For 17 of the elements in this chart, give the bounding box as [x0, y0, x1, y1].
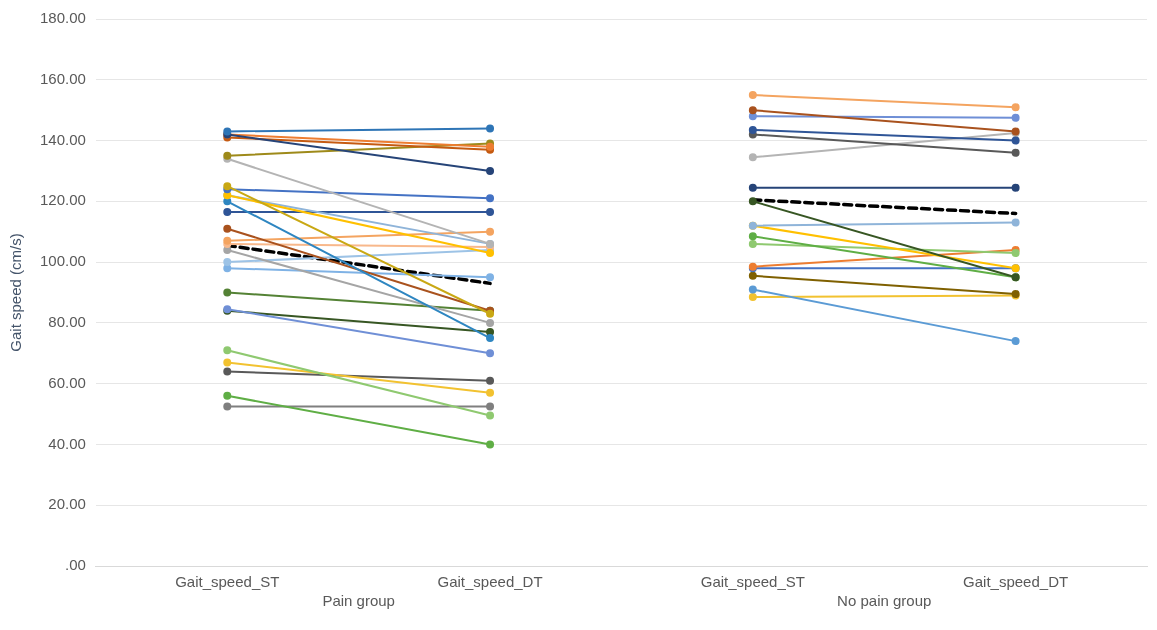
y-axis-title: Gait speed (cm/s) — [7, 233, 25, 352]
y-tick-label: 80.00 — [48, 313, 86, 331]
y-tick-label: 20.00 — [48, 495, 86, 513]
y-tick-label: 160.00 — [39, 69, 86, 87]
x-tick-label: Gait_speed_ST — [700, 573, 805, 591]
text: Pain group — [322, 591, 395, 609]
y-tick-label: 140.00 — [39, 130, 86, 148]
y-tick-label: 40.00 — [48, 434, 86, 452]
x-tick-label: Gait_speed_ST — [175, 573, 280, 591]
y-tick-label: .00 — [65, 556, 86, 574]
y-tick-label: 120.00 — [39, 191, 86, 209]
x-tick-label: Gait_speed_DT — [437, 573, 543, 591]
x-tick-label: Gait_speed_DT — [963, 573, 1069, 591]
y-tick-label: 60.00 — [48, 373, 86, 391]
y-tick-label: 180.00 — [39, 9, 86, 27]
text: No pain group — [837, 591, 932, 609]
y-tick-label: 100.00 — [39, 252, 86, 270]
